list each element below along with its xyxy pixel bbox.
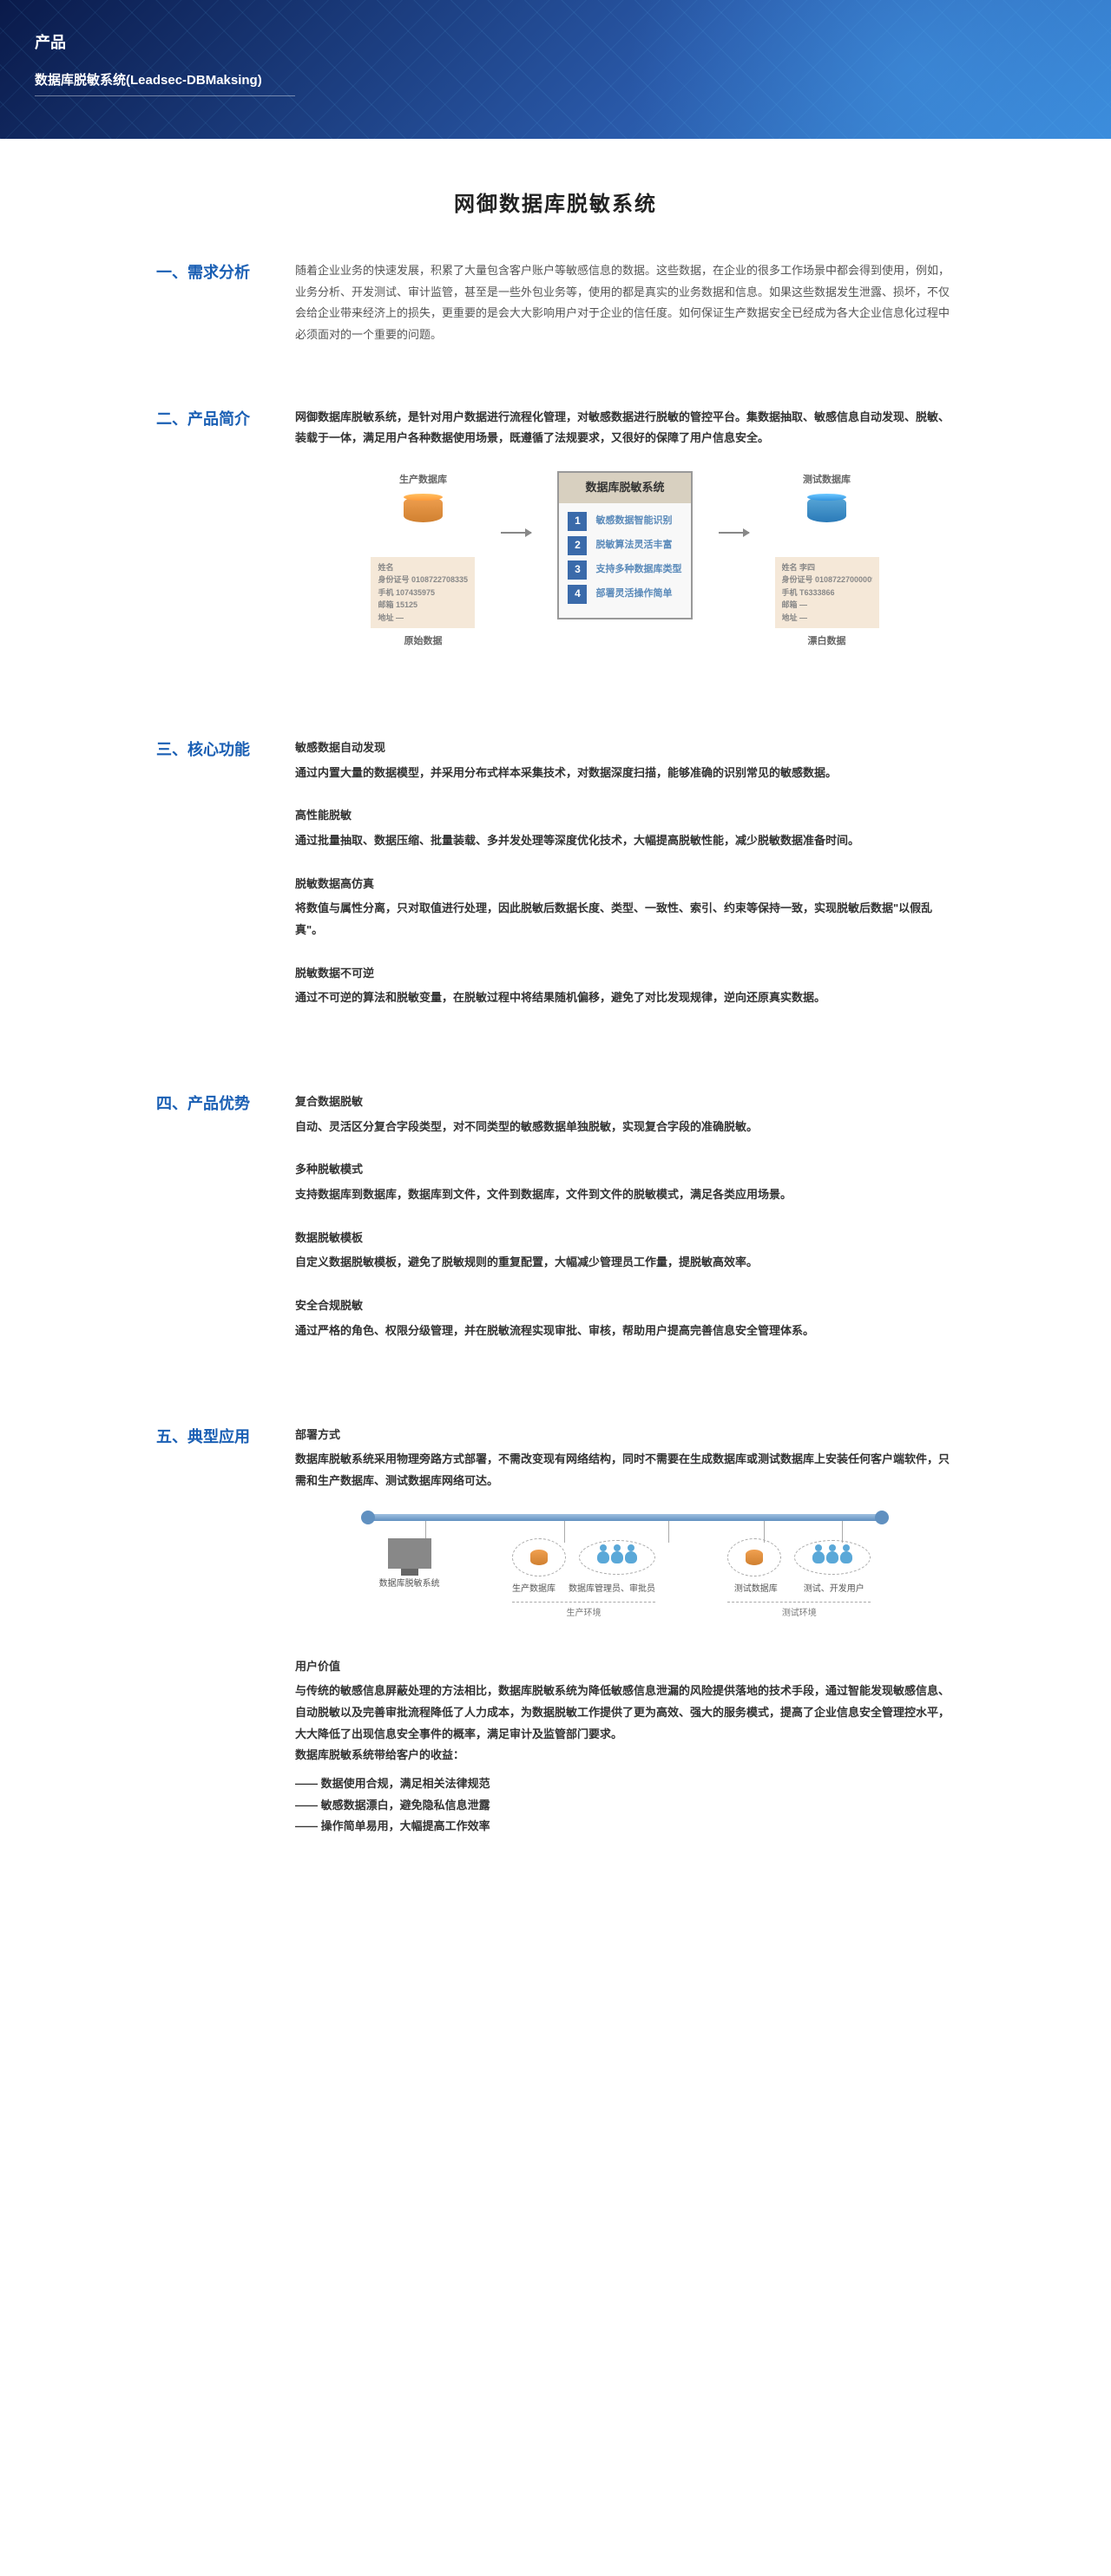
feature-text: 通过内置大量的数据模型，并采用分布式样本采集技术，对数据深度扫描，能够准确的识别… <box>295 763 955 784</box>
feature-title: 数据脱敏模板 <box>295 1228 955 1249</box>
target-data-label: 漂白数据 <box>775 633 879 651</box>
deployment-diagram: 数据库脱敏系统 生产数据库数据库管理员、审批员 生产环境 <box>295 1514 955 1622</box>
section-label: 一、需求分析 <box>156 260 295 346</box>
server-icon <box>388 1538 431 1569</box>
benefits-intro: 数据库脱敏系统带给客户的收益： <box>295 1745 955 1766</box>
architecture-diagram: 生产数据库 姓名身份证号 0108722708335914 手机 1074359… <box>295 471 955 655</box>
section-features: 三、核心功能 敏感数据自动发现通过内置大量的数据模型，并采用分布式样本采集技术，… <box>156 737 955 1031</box>
target-db-label: 测试数据库 <box>775 471 879 489</box>
feature-title: 高性能脱敏 <box>295 805 955 827</box>
section-applications: 五、典型应用 部署方式 数据库脱敏系统采用物理旁路方式部署，不需改变现有网络结构… <box>156 1425 955 1860</box>
database-icon <box>530 1550 548 1565</box>
feature-text: 通过不可逆的算法和脱敏变量，在脱敏过程中将结果随机偏移，避免了对比发现规律，逆向… <box>295 987 955 1009</box>
feature-text: 数据库脱敏系统采用物理旁路方式部署，不需改变现有网络结构，同时不需要在生成数据库… <box>295 1449 955 1491</box>
page-title: 网御数据库脱敏系统 <box>156 187 955 217</box>
feature-text: 通过批量抽取、数据压缩、批量装载、多并发处理等深度优化技术，大幅提高脱敏性能，减… <box>295 830 955 852</box>
database-icon <box>746 1550 763 1565</box>
feature-title: 安全合规脱敏 <box>295 1295 955 1317</box>
benefits-list: —— 数据使用合规，满足相关法律规范 —— 敏感数据漂白，避免隐私信息泄露 ——… <box>295 1773 955 1838</box>
feature-title: 脱敏数据高仿真 <box>295 874 955 895</box>
section-body: 部署方式 数据库脱敏系统采用物理旁路方式部署，不需改变现有网络结构，同时不需要在… <box>295 1425 955 1860</box>
feature-title: 部署方式 <box>295 1425 955 1446</box>
hero-title: 数据库脱敏系统(Leadsec-DBMaksing) <box>35 70 295 96</box>
feature-title: 多种脱敏模式 <box>295 1159 955 1181</box>
section-body: 敏感数据自动发现通过内置大量的数据模型，并采用分布式样本采集技术，对数据深度扫描… <box>295 737 955 1031</box>
section-label: 三、核心功能 <box>156 737 295 1031</box>
section-label: 五、典型应用 <box>156 1425 295 1860</box>
database-icon <box>404 496 443 522</box>
section-intro: 二、产品简介 网御数据库脱敏系统，是针对用户数据进行流程化管理，对敏感数据进行脱… <box>156 407 955 677</box>
person-icon <box>812 1551 825 1563</box>
network-bar <box>365 1514 885 1521</box>
feature-title: 敏感数据自动发现 <box>295 737 955 759</box>
person-icon <box>597 1551 609 1563</box>
feature-text: 自定义数据脱敏模板，避免了脱敏规则的重复配置，大幅减少管理员工作量，提脱敏高效率… <box>295 1252 955 1274</box>
intro-text: 网御数据库脱敏系统，是针对用户数据进行流程化管理，对敏感数据进行脱敏的管控平台。… <box>295 407 955 449</box>
hero-category: 产品 <box>35 30 1076 53</box>
content-container: 网御数据库脱敏系统 一、需求分析 随着企业业务的快速发展，积累了大量包含客户账户… <box>122 139 989 1946</box>
hero-banner: 产品 数据库脱敏系统(Leadsec-DBMaksing) <box>0 0 1111 139</box>
section-requirements: 一、需求分析 随着企业业务的快速发展，积累了大量包含客户账户等敏感信息的数据。这… <box>156 260 955 346</box>
system-title: 数据库脱敏系统 <box>559 473 690 503</box>
section-body: 复合数据脱敏自动、灵活区分复合字段类型，对不同类型的敏感数据单独脱敏，实现复合字… <box>295 1091 955 1364</box>
section-advantages: 四、产品优势 复合数据脱敏自动、灵活区分复合字段类型，对不同类型的敏感数据单独脱… <box>156 1091 955 1364</box>
source-db-label: 生产数据库 <box>371 471 475 489</box>
section-label: 四、产品优势 <box>156 1091 295 1364</box>
feature-title: 脱敏数据不可逆 <box>295 963 955 985</box>
feature-text: 支持数据库到数据库，数据库到文件，文件到数据库，文件到文件的脱敏模式，满足各类应… <box>295 1184 955 1206</box>
test-env-node: 测试数据库测试、开发用户 测试环境 <box>727 1538 871 1622</box>
benefit-item: —— 操作简单易用，大幅提高工作效率 <box>295 1816 955 1838</box>
section-body: 网御数据库脱敏系统，是针对用户数据进行流程化管理，对敏感数据进行脱敏的管控平台。… <box>295 407 955 677</box>
section-label: 二、产品简介 <box>156 407 295 677</box>
database-icon <box>807 496 846 522</box>
feature-title: 复合数据脱敏 <box>295 1091 955 1113</box>
feature-text: 与传统的敏感信息屏蔽处理的方法相比，数据库脱敏系统为降低敏感信息泄漏的风险提供落… <box>295 1681 955 1745</box>
system-node: 数据库脱敏系统 <box>379 1538 440 1592</box>
source-db-column: 生产数据库 姓名身份证号 0108722708335914 手机 1074359… <box>371 471 475 655</box>
prod-env-node: 生产数据库数据库管理员、审批员 生产环境 <box>512 1538 655 1622</box>
feature-title: 用户价值 <box>295 1656 955 1678</box>
arrow-icon <box>719 532 749 534</box>
benefit-item: —— 敏感数据漂白，避免隐私信息泄露 <box>295 1795 955 1817</box>
target-data-table: 姓名 李四身份证号 0108722700000914 手机 T6333866邮箱… <box>775 557 879 628</box>
target-db-column: 测试数据库 姓名 李四身份证号 0108722700000914 手机 T633… <box>775 471 879 655</box>
source-data-table: 姓名身份证号 0108722708335914 手机 107435975邮箱 1… <box>371 557 475 628</box>
section-text: 随着企业业务的快速发展，积累了大量包含客户账户等敏感信息的数据。这些数据，在企业… <box>295 260 955 346</box>
feature-text: 通过严格的角色、权限分级管理，并在脱敏流程实现审批、审核，帮助用户提高完善信息安… <box>295 1321 955 1342</box>
system-box: 数据库脱敏系统 1敏感数据智能识别 2脱敏算法灵活丰富 3支持多种数据库类型 4… <box>557 471 692 619</box>
source-data-label: 原始数据 <box>371 633 475 651</box>
feature-text: 将数值与属性分离，只对取值进行处理，因此脱敏后数据长度、类型、一致性、索引、约束… <box>295 898 955 941</box>
benefit-item: —— 数据使用合规，满足相关法律规范 <box>295 1773 955 1795</box>
feature-text: 自动、灵活区分复合字段类型，对不同类型的敏感数据单独脱敏，实现复合字段的准确脱敏… <box>295 1117 955 1138</box>
arrow-icon <box>501 532 531 534</box>
